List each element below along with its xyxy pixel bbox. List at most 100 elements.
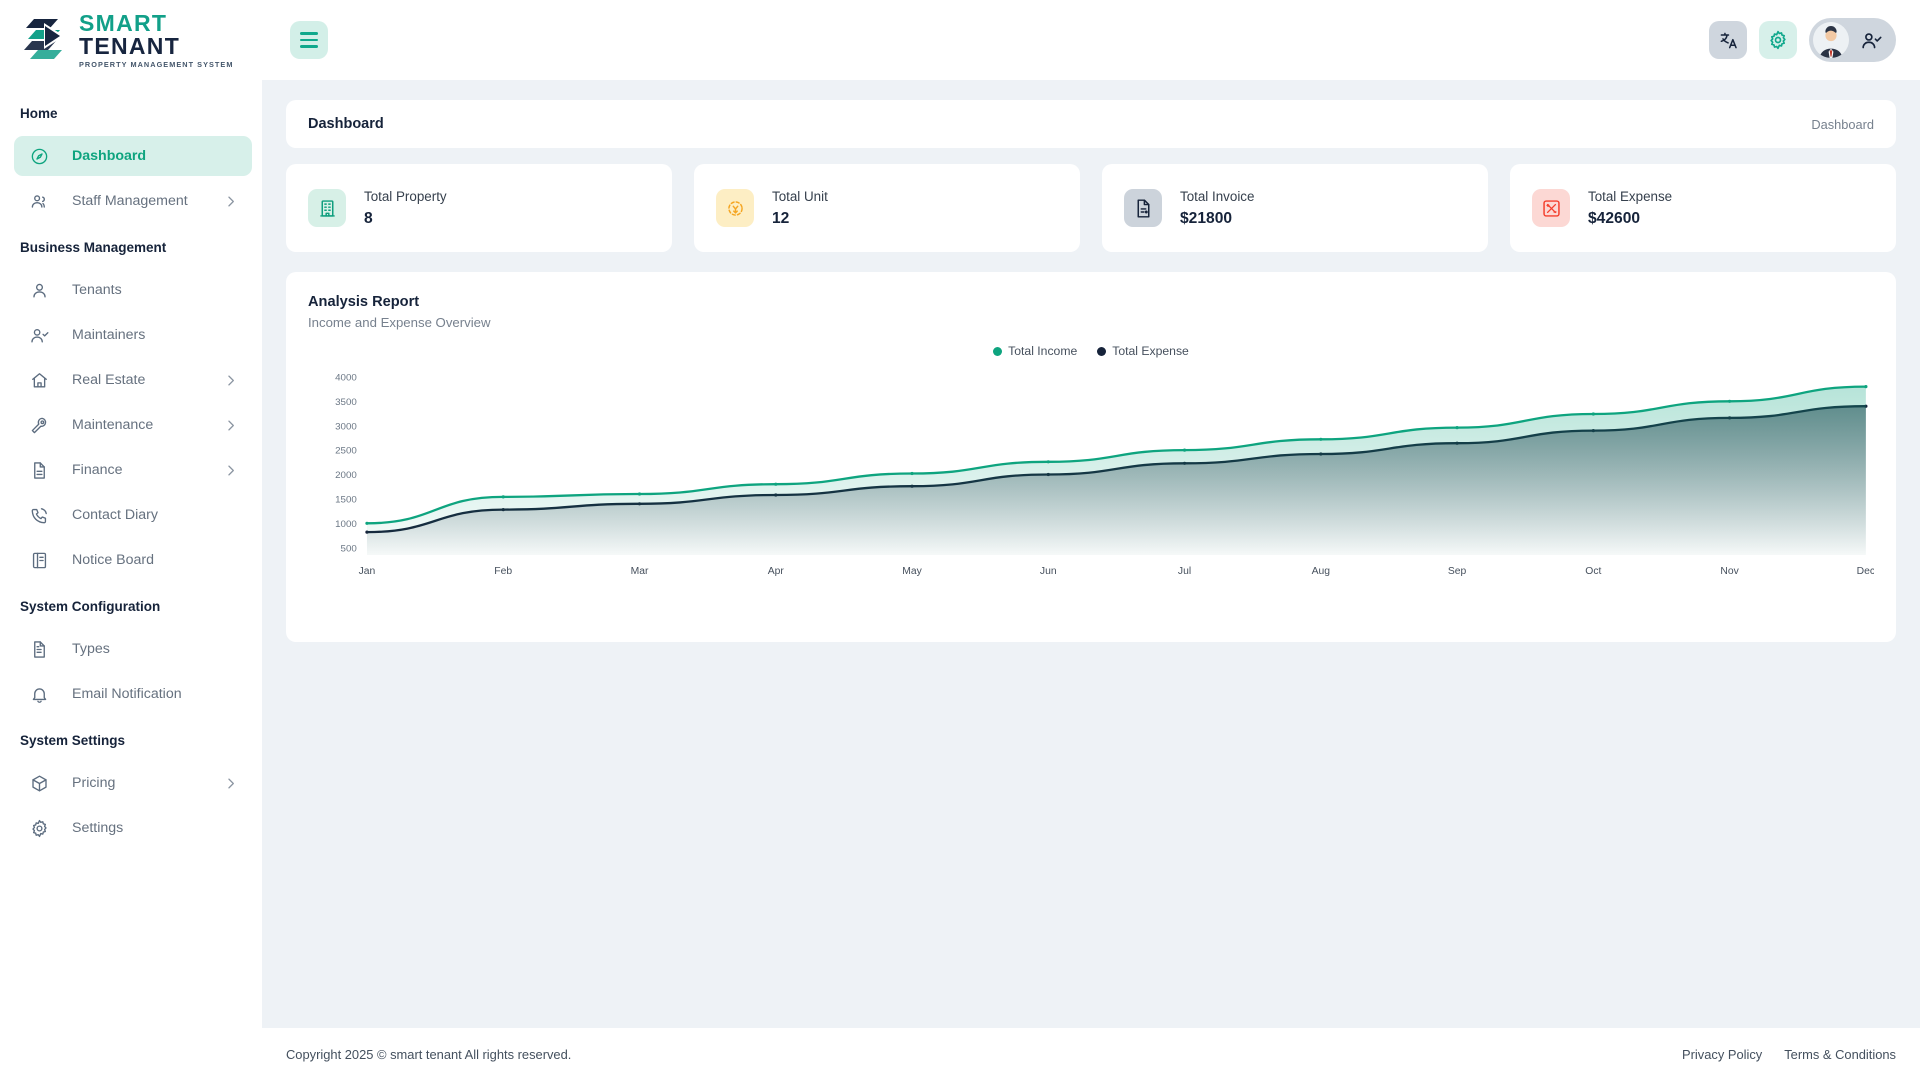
gear-icon[interactable] — [1759, 21, 1797, 59]
chart-svg: 4000 3500 3000 2500 2000 1500 1000 500 Jan Feb Mar… — [335, 373, 1874, 577]
sidebar-item-label: Types — [72, 641, 110, 657]
chevron-right-icon[interactable] — [223, 418, 238, 433]
chart-subtitle: Income and Expense Overview — [308, 315, 491, 330]
chevron-right-icon[interactable] — [223, 776, 238, 791]
footer-links: Privacy Policy Terms & Conditions — [1682, 1047, 1896, 1062]
sidebar-item-tenants[interactable]: Tenants — [14, 270, 252, 310]
sidebar-item-settings[interactable]: Settings — [14, 808, 252, 848]
svg-text:Jun: Jun — [1040, 566, 1057, 577]
sidebar-item-label: Maintainers — [72, 327, 146, 343]
sidebar-item-label: Settings — [72, 820, 124, 836]
menu-toggle-button[interactable] — [290, 21, 328, 59]
chevron-right-icon[interactable] — [223, 194, 238, 209]
wrench-icon — [28, 416, 50, 435]
sidebar-item-label: Finance — [72, 462, 123, 478]
chevron-right-icon[interactable] — [223, 373, 238, 388]
svg-text:3500: 3500 — [335, 397, 357, 408]
footer-link-privacy-policy[interactable]: Privacy Policy — [1682, 1046, 1763, 1062]
sidebar-item-label: Real Estate — [72, 372, 146, 388]
legend-dot — [993, 346, 1003, 356]
svg-text:1000: 1000 — [335, 519, 357, 530]
sidebar-item-notice-board[interactable]: Notice Board — [14, 540, 252, 580]
dashboard-icon — [28, 147, 50, 166]
stat-card-total-invoice[interactable]: Total Invoice $21800 — [1102, 164, 1488, 252]
svg-text:Jul: Jul — [1178, 566, 1191, 577]
footer: Copyright 2025 © smart tenant All rights… — [262, 1028, 1920, 1080]
svg-text:Jan: Jan — [359, 566, 376, 577]
package-icon — [28, 774, 50, 793]
brand-title-tenant: TENANT — [79, 32, 181, 59]
svg-text:3000: 3000 — [335, 421, 357, 432]
stat-value: 12 — [772, 209, 790, 227]
menu-bar-3 — [300, 45, 318, 48]
sidebar-item-pricing[interactable]: Pricing — [14, 763, 252, 803]
home-icon — [28, 371, 50, 390]
svg-text:Dec: Dec — [1857, 566, 1874, 577]
svg-text:Apr: Apr — [768, 566, 785, 577]
sidebar-item-label: Tenants — [72, 282, 122, 298]
sidebar-item-contact-diary[interactable]: Contact Diary — [14, 495, 252, 535]
gear-icon — [28, 819, 50, 838]
svg-text:500: 500 — [341, 543, 357, 554]
stat-meta: Total Invoice $21800 — [1180, 189, 1254, 228]
phone-icon — [28, 506, 50, 525]
chevron-right-icon[interactable] — [223, 463, 238, 478]
sidebar-item-staff-management[interactable]: Staff Management — [14, 181, 252, 221]
sidebar-item-dashboard[interactable]: Dashboard — [14, 136, 252, 176]
sidebar-nav: Home Dashboard Staff Management Business Ma… — [0, 80, 262, 853]
user-menu[interactable] — [1809, 18, 1896, 62]
sidebar-item-label: Notice Board — [72, 552, 155, 568]
menu-bar-2 — [300, 38, 318, 42]
page-title: Dashboard — [308, 116, 384, 132]
sidebar-item-types[interactable]: Types — [14, 629, 252, 669]
stat-card-total-expense[interactable]: Total Expense $42600 — [1510, 164, 1896, 252]
main-area: Dashboard Dashboard Total Property 8 Total… — [262, 0, 1920, 1080]
bell-icon — [28, 685, 50, 704]
sidebar-item-maintainers[interactable]: Maintainers — [14, 315, 252, 355]
svg-text:Feb: Feb — [494, 566, 512, 577]
legend-item-total-income[interactable]: Total Income — [993, 344, 1077, 358]
sidebar-section-system-settings: System Settings — [20, 733, 126, 748]
legend-item-total-expense[interactable]: Total Expense — [1097, 344, 1189, 358]
logo-mark-icon — [24, 17, 70, 64]
stat-meta: Total Unit 12 — [772, 189, 828, 228]
brand-logo[interactable]: SMART TENANT PROPERTY MANAGEMENT SYSTEM — [0, 0, 262, 80]
sidebar: SMART TENANT PROPERTY MANAGEMENT SYSTEM … — [0, 0, 262, 1080]
stat-label: Total Invoice — [1180, 188, 1255, 204]
stat-card-total-unit[interactable]: Total Unit 12 — [694, 164, 1080, 252]
invoice-icon — [1124, 189, 1162, 227]
user-icon — [28, 281, 50, 300]
svg-text:May: May — [902, 566, 922, 577]
chart-plot: 4000 3500 3000 2500 2000 1500 1000 500 Jan Feb Mar… — [308, 366, 1874, 581]
user-check-icon[interactable] — [1861, 30, 1882, 51]
footer-link-terms-conditions[interactable]: Terms & Conditions — [1784, 1046, 1896, 1062]
unit-icon — [716, 189, 754, 227]
svg-text:4000: 4000 — [335, 373, 357, 384]
stat-cards: Total Property 8 Total Unit 12 Total Invoice… — [286, 164, 1896, 252]
svg-text:Sep: Sep — [1448, 566, 1467, 577]
brand-title-smart: SMART — [79, 9, 168, 36]
sidebar-item-email-notification[interactable]: Email Notification — [14, 674, 252, 714]
topbar-actions — [1709, 18, 1896, 62]
stat-meta: Total Property 8 — [364, 189, 447, 228]
stat-value: 8 — [364, 209, 373, 227]
translate-icon[interactable] — [1709, 21, 1747, 59]
svg-text:Aug: Aug — [1312, 566, 1331, 577]
sidebar-section-business-management: Business Management — [20, 240, 167, 255]
stat-label: Total Unit — [772, 188, 828, 204]
sidebar-item-real-estate[interactable]: Real Estate — [14, 360, 252, 400]
page-header: Dashboard Dashboard — [286, 100, 1896, 148]
stat-meta: Total Expense $42600 — [1588, 189, 1672, 228]
stat-label: Total Property — [364, 188, 447, 204]
avatar — [1813, 22, 1849, 58]
svg-text:2500: 2500 — [335, 446, 357, 457]
stat-card-total-property[interactable]: Total Property 8 — [286, 164, 672, 252]
legend-label: Total Expense — [1112, 344, 1189, 358]
brand-text: SMART TENANT PROPERTY MANAGEMENT SYSTEM — [79, 9, 262, 68]
svg-text:Mar: Mar — [631, 566, 649, 577]
sidebar-item-maintenance[interactable]: Maintenance — [14, 405, 252, 445]
sidebar-item-finance[interactable]: Finance — [14, 450, 252, 490]
building-icon — [308, 189, 346, 227]
legend-label: Total Income — [1008, 344, 1078, 358]
